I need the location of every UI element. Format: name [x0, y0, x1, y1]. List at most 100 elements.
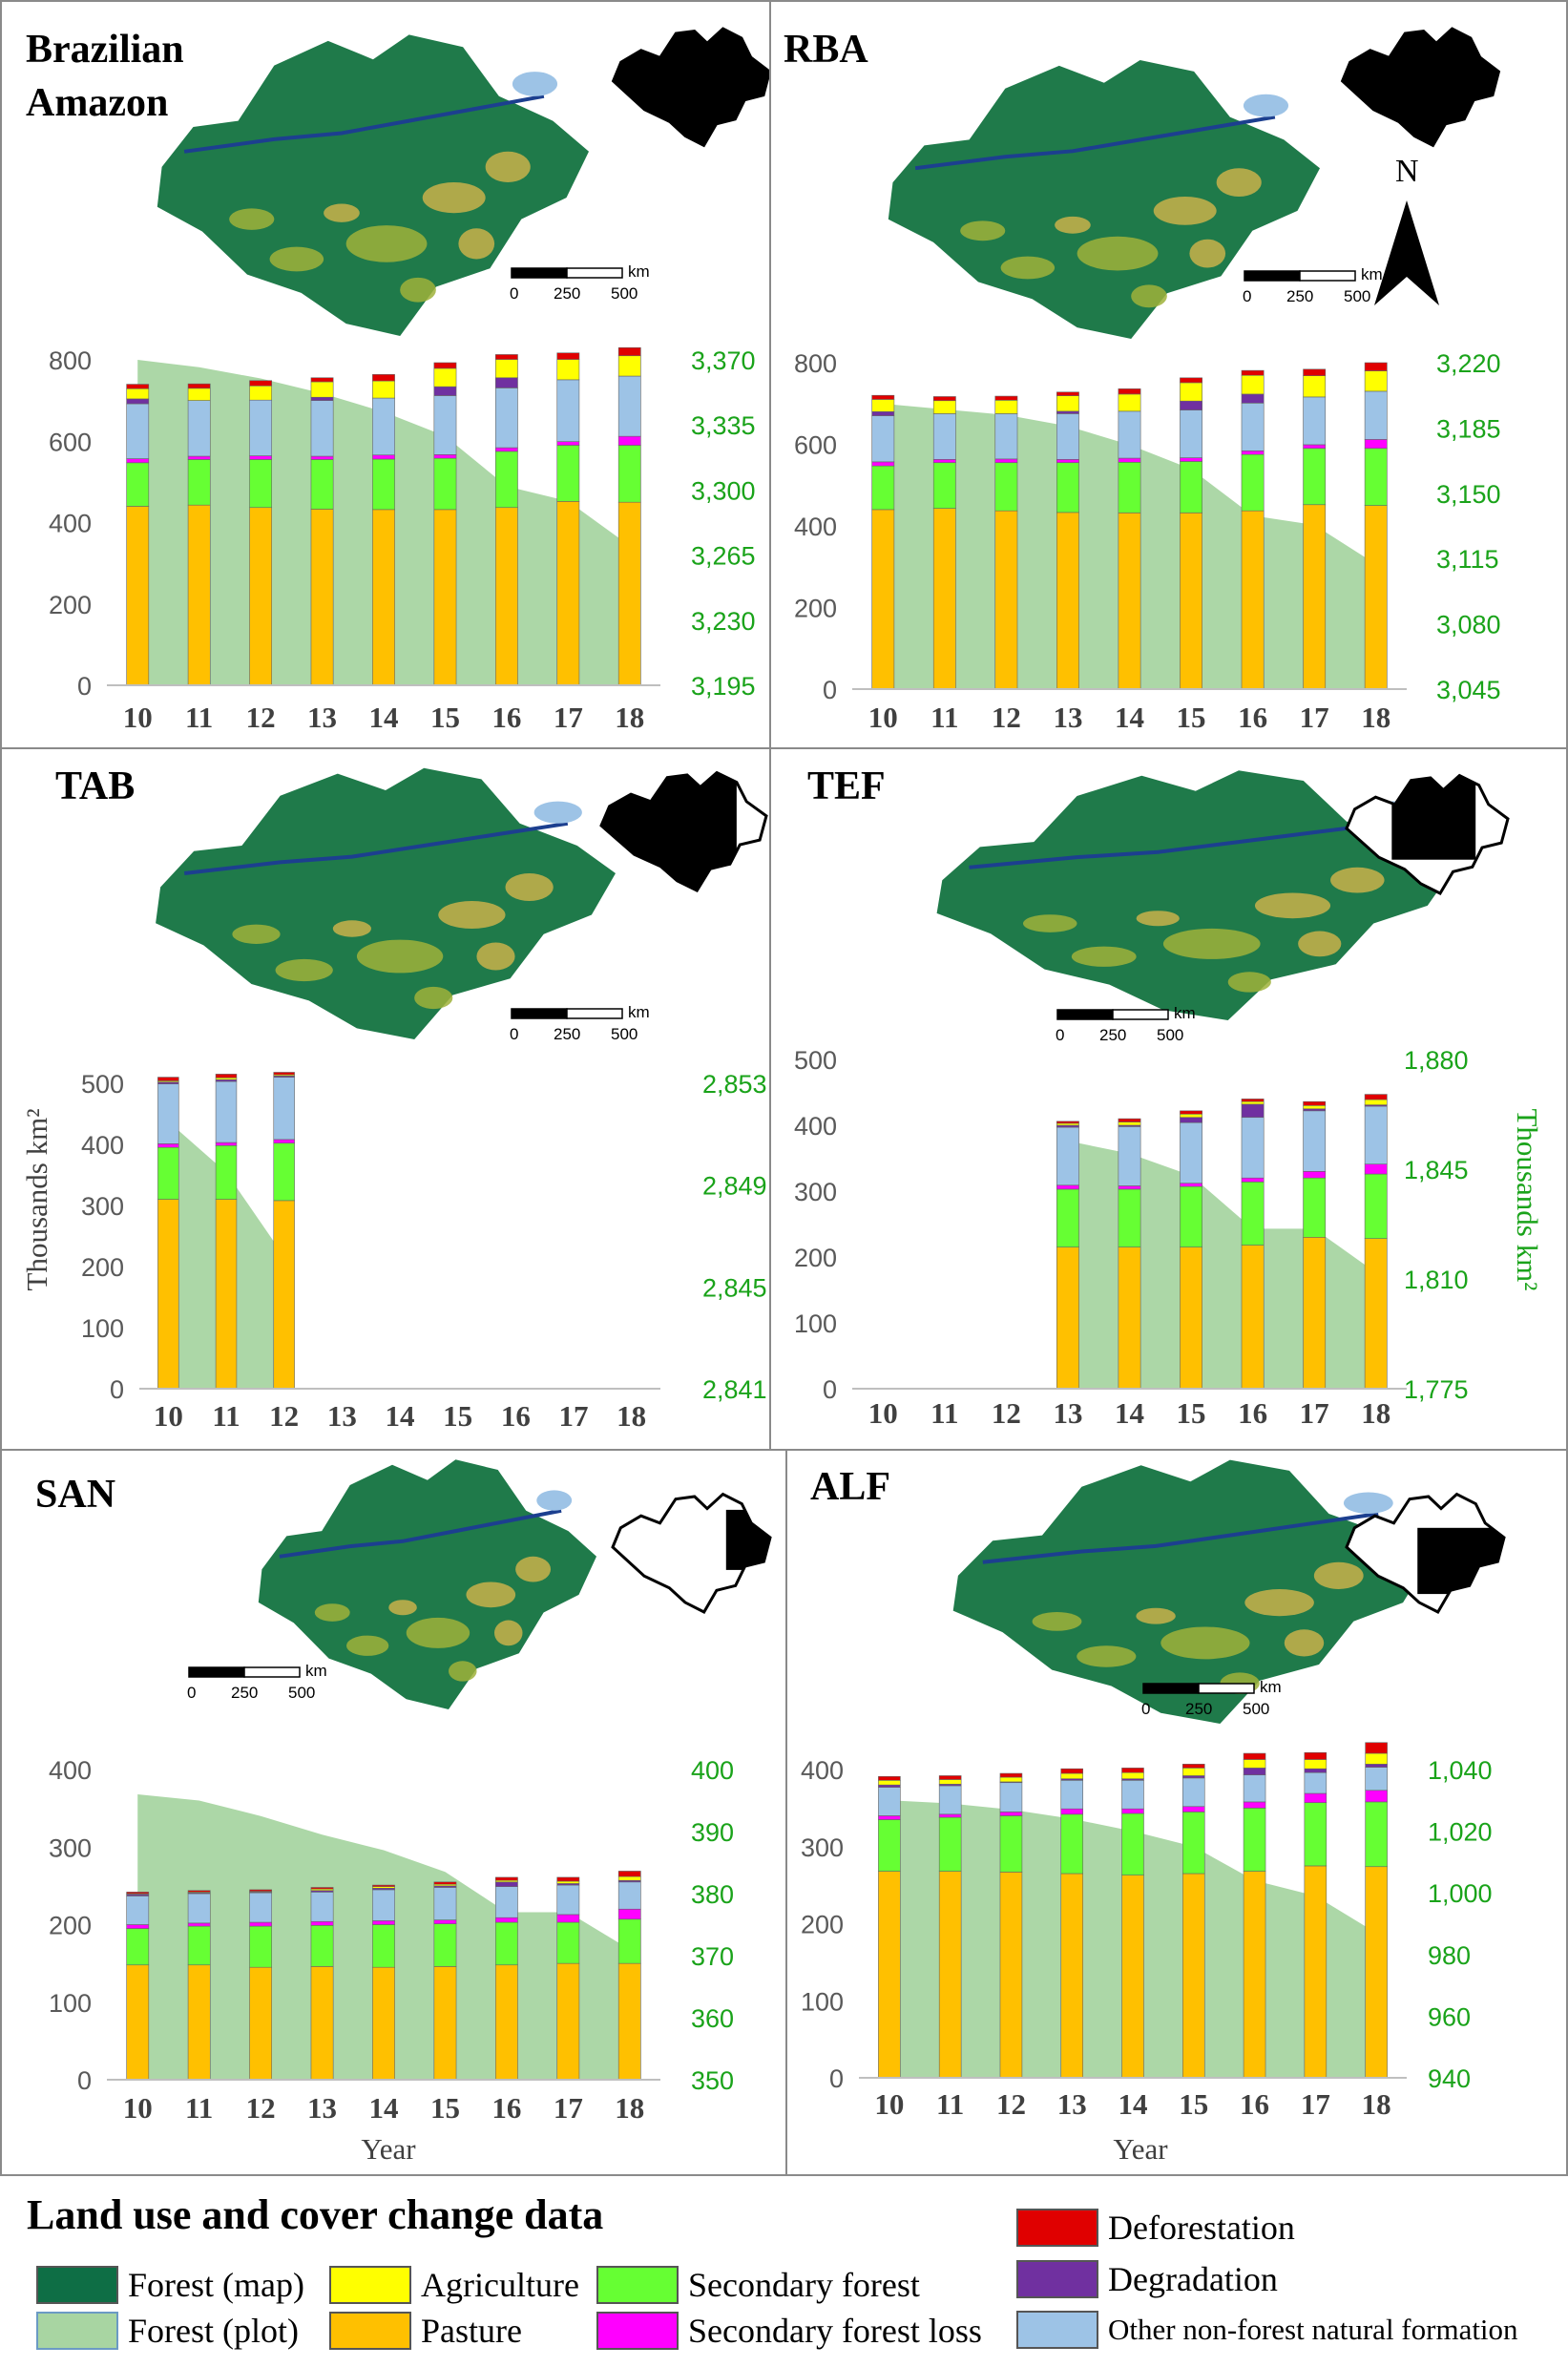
scale-bar-unit: km — [1174, 1004, 1196, 1022]
bar-segment-deforestation — [215, 1074, 238, 1079]
bar-segment-secondary-forest-loss — [932, 459, 956, 464]
bar-segment-deforestation — [157, 1077, 179, 1081]
pasture-patch — [515, 1556, 552, 1582]
panel-san: km 0 250 500 SAN 0 100 200 300 400 350 360 370 380 390… — [0, 1449, 787, 2176]
bar-segment-other-non-forest-natural-formation — [1060, 1780, 1084, 1810]
bar-segment-secondary-forest — [1181, 1812, 1205, 1875]
bar-segment-deforestation — [1056, 1121, 1079, 1124]
bar-segment-agriculture — [1056, 395, 1079, 412]
y2-tick-label: 390 — [691, 1818, 734, 1847]
north-label: N — [1395, 154, 1419, 189]
bar-segment-deforestation — [1303, 368, 1327, 376]
forest-map-area — [936, 770, 1454, 1020]
y-tick-label: 200 — [49, 591, 92, 619]
x-tick-label: 17 — [554, 701, 583, 734]
pasture-patch — [438, 901, 506, 929]
scale-bar: km 0 250 500 — [510, 1003, 650, 1043]
bar-segment-deforestation — [1365, 1742, 1388, 1754]
bar-segment-pasture — [932, 508, 956, 690]
x-tick-label: 12 — [992, 1396, 1021, 1430]
bar-segment-agriculture — [938, 1779, 962, 1785]
bar-segment-pasture — [617, 1962, 641, 2081]
legend-item-pasture: Pasture — [329, 2311, 522, 2351]
chart-alf: km 0 250 500 ALF 0 100 200 300 400 940 960 980 1,000 1… — [801, 1459, 1506, 2166]
bar-segment-other-non-forest-natural-formation — [273, 1077, 295, 1141]
bar-segment-other-non-forest-natural-formation — [433, 1887, 457, 1920]
bar-segment-agriculture — [249, 385, 273, 401]
y2-tick-label: 3,370 — [691, 346, 756, 375]
bar-segment-secondary-forest — [433, 457, 457, 511]
panel-tab: km 0 250 500 TAB 0 100 200 300 400 500 2,841 2,845 2,… — [0, 747, 771, 1451]
bar-segment-degradation — [1303, 1108, 1327, 1112]
y-tick-label: 0 — [110, 1375, 124, 1404]
x-tick-label: 14 — [369, 2091, 399, 2125]
bar-segment-secondary-forest — [1303, 448, 1327, 506]
bar-segment-pasture — [1303, 504, 1327, 690]
bar-segment-deforestation — [1118, 388, 1141, 395]
bar-segment-pasture — [1180, 513, 1202, 690]
bar-segment-other-non-forest-natural-formation — [1118, 410, 1141, 459]
pasture-patch — [346, 1635, 389, 1656]
bar-segment-secondary-forest — [1121, 1812, 1144, 1875]
bar-segment-degradation — [878, 1784, 901, 1788]
region-map — [888, 60, 1320, 339]
bar-segment-secondary-forest-loss — [1303, 1170, 1327, 1179]
forest-map-area — [157, 34, 590, 337]
y-tick-label: 500 — [794, 1046, 837, 1075]
bar-segment-other-non-forest-natural-formation — [187, 400, 211, 457]
pasture-patch — [960, 220, 1006, 241]
bar-segment-secondary-forest — [1364, 1173, 1388, 1239]
bar-segment-secondary-forest-loss — [871, 461, 895, 467]
bar-segment-secondary-forest-loss — [1180, 1183, 1202, 1187]
locator-highlight — [1417, 1527, 1504, 1595]
scale-bar-white — [566, 1008, 623, 1019]
bar-segment-secondary-forest-loss — [556, 1914, 580, 1923]
x-tick-label: 16 — [491, 701, 521, 734]
scale-bar-tick: 0 — [1141, 1700, 1150, 1718]
bar-segment-secondary-forest — [310, 1925, 334, 1967]
legend-label-secondary-forest: Secondary forest — [688, 2266, 920, 2304]
pasture-patch — [476, 942, 515, 971]
bar-segment-deforestation — [126, 384, 150, 389]
chart-rba: km 0 250 500 N RBA 0 200 400 600 800 3,045 3,080 3,11… — [784, 27, 1501, 734]
bar-segment-other-non-forest-natural-formation — [187, 1893, 211, 1924]
y2-tick-label: 1,040 — [1428, 1756, 1493, 1785]
y2-tick-label: 1,810 — [1404, 1266, 1469, 1294]
scale-bar-unit: km — [1260, 1678, 1282, 1696]
bar-segment-other-non-forest-natural-formation — [372, 1889, 395, 1921]
scale-bar-tick: 500 — [1344, 287, 1370, 305]
bar-segment-deforestation — [556, 1876, 580, 1882]
x-tick-label: 14 — [1115, 701, 1144, 734]
bar-segment-other-non-forest-natural-formation — [249, 1892, 273, 1923]
bar-segment-agriculture — [1181, 1768, 1205, 1776]
bar-segment-secondary-forest-loss — [999, 1812, 1023, 1816]
scale-bar-tick: 0 — [510, 284, 518, 303]
scale-bar-white — [1112, 1009, 1169, 1020]
bar-segment-degradation — [1243, 1768, 1266, 1775]
y2-tick-label: 370 — [691, 1942, 734, 1971]
bar-segment-pasture — [1303, 1236, 1327, 1390]
bar-segment-other-non-forest-natural-formation — [1121, 1780, 1144, 1810]
bar-segment-pasture — [187, 1964, 211, 2081]
bar-segment-secondary-forest-loss — [994, 458, 1018, 464]
bar-segment-other-non-forest-natural-formation — [433, 395, 457, 455]
river-line — [969, 819, 1401, 869]
y-tick-label: 200 — [801, 1911, 844, 1939]
bar-segment-other-non-forest-natural-formation — [1364, 390, 1388, 440]
bar-segment-secondary-forest — [372, 458, 395, 511]
x-tick-label: 16 — [1238, 1396, 1267, 1430]
chart-tef: km 0 250 500 TEF 0 100 200 300 400 500 1,775 1,810 1,… — [794, 765, 1544, 1430]
scale-bar-black — [511, 1008, 568, 1019]
y2-tick-label: 3,220 — [1436, 349, 1501, 378]
locator-map — [1345, 773, 1510, 895]
scale-bar-tick: 250 — [1286, 287, 1313, 305]
y-tick-label: 0 — [77, 672, 92, 701]
north-arrow-icon — [1374, 200, 1439, 305]
x-tick-label: 17 — [559, 1399, 589, 1433]
pasture-patch — [1189, 239, 1226, 268]
bar-segment-agriculture — [372, 380, 395, 399]
scale-bar-tick: 250 — [554, 284, 580, 303]
bar-segment-other-non-forest-natural-formation — [1180, 1121, 1202, 1184]
y-axis-label: Thousands km² — [20, 1109, 53, 1291]
bar-segment-pasture — [1304, 1865, 1328, 2079]
